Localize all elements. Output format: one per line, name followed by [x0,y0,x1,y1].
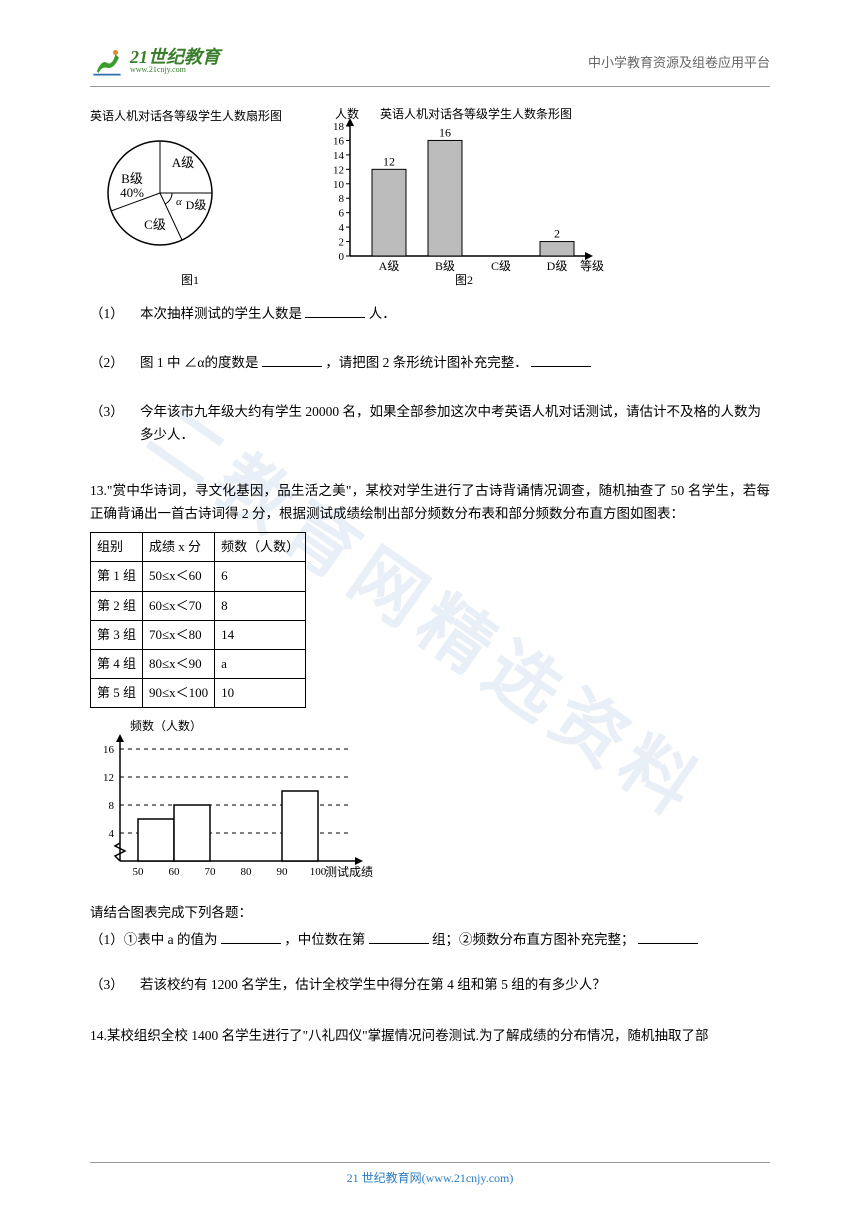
q14-text: 14.某校组织全校 1400 名学生进行了"八礼四仪"掌握情况问卷测试.为了解成… [90,1025,770,1048]
q1-text-a: 本次抽样测试的学生人数是 [140,306,302,321]
bar-caption: 图2 [455,273,473,286]
q13-blank-a[interactable] [221,930,281,944]
q13-sub1-a: （1）①表中 a 的值为 [90,932,218,947]
svg-text:6: 6 [339,208,345,220]
svg-text:A级: A级 [379,259,400,273]
header-subtitle: 中小学教育资源及组卷应用平台 [588,52,770,71]
question-3: （3） 今年该市九年级大约有学生 20000 名，如果全部参加这次中考英语人机对… [90,401,770,447]
histogram: 频数（人数） 481216 5060708090100 测试成绩 [90,716,390,886]
table-row: 第 2 组60≤x＜708 [91,591,306,620]
svg-text:12: 12 [383,154,395,168]
q13-sub3-num: （3） [90,974,140,997]
q13-sub1: （1）①表中 a 的值为 ，中位数在第 组；②频数分布直方图补充完整； [90,929,770,952]
q2-blank-1[interactable] [262,353,322,367]
svg-text:B级: B级 [435,259,455,273]
question-1: （1） 本次抽样测试的学生人数是 人． [90,303,770,326]
table-row: 第 5 组90≤x＜10010 [91,678,306,707]
q13-prompt: 请结合图表完成下列各题： [90,902,770,925]
pie-chart-block: 英语人机对话各等级学生人数扇形图 A级 B级 40% C级 D级 α [90,106,290,291]
svg-text:50: 50 [133,866,145,878]
svg-text:2: 2 [554,227,560,241]
svg-text:12: 12 [333,164,344,176]
svg-text:2: 2 [339,237,345,249]
pie-label-b-pct: 40% [120,185,144,200]
svg-text:16: 16 [103,744,115,756]
svg-text:8: 8 [109,800,115,812]
q13-intro: 13."赏中华诗词，寻文化基因，品生活之美"，某校对学生进行了古诗背诵情况调查，… [90,480,770,526]
table-header: 频数（人数） [215,533,306,562]
histogram-block: 频数（人数） 481216 5060708090100 测试成绩 [90,716,770,894]
svg-text:4: 4 [109,828,115,840]
q13-blank-b[interactable] [369,930,429,944]
q3-number: （3） [90,401,140,447]
runner-icon [90,44,124,78]
pie-label-b: B级 [121,171,143,186]
pie-caption: 图1 [90,270,290,290]
bar-chart: 人数 英语人机对话各等级学生人数条形图 0 2 4 6 8 10 12 14 16 18 12 A级… [310,106,610,286]
pie-label-c: C级 [144,217,166,232]
svg-text:16: 16 [439,125,451,139]
q13-sub3: （3） 若该校约有 1200 名学生，估计全校学生中得分在第 4 组和第 5 组… [90,974,770,997]
svg-text:60: 60 [169,866,181,878]
q13-blank-c[interactable] [638,930,698,944]
pie-label-alpha: α [176,196,182,208]
logo-url: www.21cnjy.com [130,66,220,74]
bar-chart-block: 人数 英语人机对话各等级学生人数条形图 0 2 4 6 8 10 12 14 16 18 12 A级… [310,106,610,291]
pie-label-a: A级 [172,155,194,170]
logo-title: 21世纪教育 [130,48,220,66]
bar-y-label: 人数 [335,106,359,121]
q13-sub3-text: 若该校约有 1200 名学生，估计全校学生中得分在第 4 组和第 5 组的有多少… [140,974,770,997]
table-row: 第 4 组80≤x＜90a [91,649,306,678]
question-2: （2） 图 1 中 ∠α的度数是 ，请把图 2 条形统计图补充完整． [90,352,770,375]
svg-text:4: 4 [339,222,345,234]
histo-x-label: 测试成绩 [325,864,373,879]
q13-sub1-b: ，中位数在第 [284,932,365,947]
pie-title: 英语人机对话各等级学生人数扇形图 [90,106,290,126]
page-footer: 21 世纪教育网(www.21cnjy.com) [90,1162,770,1186]
svg-text:16: 16 [333,135,345,147]
pie-chart: A级 B级 40% C级 D级 α [90,128,250,258]
table-header: 成绩 x 分 [143,533,215,562]
q13-sub1-c: 组；②频数分布直方图补充完整； [432,932,635,947]
q2-number: （2） [90,352,140,375]
logo: 21世纪教育 www.21cnjy.com [90,44,220,78]
bar-x-label: 等级 [580,259,604,273]
table-row: 第 3 组70≤x＜8014 [91,620,306,649]
svg-text:C级: C级 [491,259,511,273]
svg-text:8: 8 [339,193,345,205]
frequency-table: 组别成绩 x 分频数（人数） 第 1 组50≤x＜606第 2 组60≤x＜70… [90,532,306,708]
q1-blank[interactable] [305,304,365,318]
q2-text-a: 图 1 中 ∠α的度数是 [140,355,258,370]
table-row: 第 1 组50≤x＜606 [91,562,306,591]
svg-text:18: 18 [333,121,345,133]
q2-text-b: ，请把图 2 条形统计图补充完整． [325,355,528,370]
svg-text:0: 0 [339,251,345,263]
svg-text:10: 10 [333,179,345,191]
svg-text:70: 70 [205,866,217,878]
bar-title: 英语人机对话各等级学生人数条形图 [380,106,572,121]
table-header: 组别 [91,533,143,562]
pie-label-d: D级 [186,198,207,212]
q1-number: （1） [90,303,140,326]
q3-text: 今年该市九年级大约有学生 20000 名，如果全部参加这次中考英语人机对话测试，… [140,401,770,447]
svg-text:90: 90 [277,866,289,878]
svg-text:80: 80 [241,866,253,878]
svg-text:D级: D级 [547,259,568,273]
page-content: 英语人机对话各等级学生人数扇形图 A级 B级 40% C级 D级 α [90,106,770,1054]
page-header: 21世纪教育 www.21cnjy.com 中小学教育资源及组卷应用平台 [90,40,770,82]
svg-text:14: 14 [333,150,345,162]
q1-text-b: 人． [369,306,396,321]
chart-row: 英语人机对话各等级学生人数扇形图 A级 B级 40% C级 D级 α [90,106,770,291]
q2-blank-2[interactable] [531,353,591,367]
svg-text:12: 12 [103,772,114,784]
header-divider [90,86,770,87]
histo-y-label: 频数（人数） [130,718,202,733]
